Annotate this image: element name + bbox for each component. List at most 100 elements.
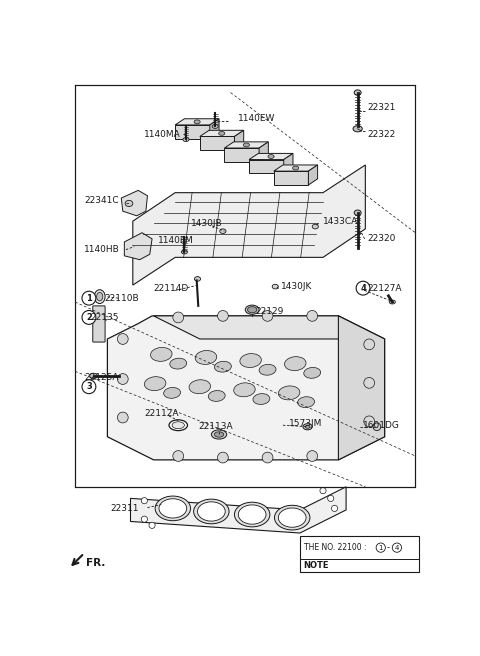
Polygon shape <box>175 125 210 139</box>
Polygon shape <box>121 190 147 216</box>
Ellipse shape <box>234 502 270 527</box>
Circle shape <box>320 487 326 494</box>
Ellipse shape <box>194 120 200 124</box>
Text: 22114D: 22114D <box>154 283 189 293</box>
Ellipse shape <box>197 502 225 521</box>
Text: 22135: 22135 <box>90 313 119 322</box>
Polygon shape <box>338 316 384 460</box>
Polygon shape <box>124 233 152 260</box>
Circle shape <box>364 377 374 388</box>
Text: -: - <box>387 543 390 552</box>
Circle shape <box>307 451 318 461</box>
Text: FR.: FR. <box>86 558 105 569</box>
Text: 1: 1 <box>379 544 383 550</box>
Ellipse shape <box>293 166 299 170</box>
Polygon shape <box>108 316 384 460</box>
Ellipse shape <box>259 364 276 375</box>
Text: 4: 4 <box>395 544 399 550</box>
Circle shape <box>149 522 155 528</box>
Ellipse shape <box>285 357 306 371</box>
Circle shape <box>307 310 318 321</box>
Ellipse shape <box>298 397 314 407</box>
Text: 22320: 22320 <box>368 234 396 243</box>
Ellipse shape <box>312 224 318 229</box>
Polygon shape <box>131 487 346 533</box>
Text: 22341C: 22341C <box>84 196 119 205</box>
Polygon shape <box>175 119 219 125</box>
Circle shape <box>82 310 96 324</box>
Ellipse shape <box>248 306 257 313</box>
Text: 22112A: 22112A <box>144 409 179 418</box>
Polygon shape <box>234 131 244 150</box>
Ellipse shape <box>278 508 306 527</box>
Circle shape <box>373 423 381 430</box>
Ellipse shape <box>272 284 278 289</box>
Ellipse shape <box>219 131 225 135</box>
Ellipse shape <box>234 383 255 397</box>
Text: 4: 4 <box>360 283 366 293</box>
Circle shape <box>82 291 96 305</box>
Ellipse shape <box>215 432 224 437</box>
Ellipse shape <box>172 422 184 428</box>
Circle shape <box>364 416 374 427</box>
Ellipse shape <box>305 425 310 428</box>
Ellipse shape <box>183 138 189 142</box>
Polygon shape <box>225 148 259 162</box>
Ellipse shape <box>169 420 188 430</box>
Ellipse shape <box>211 430 227 439</box>
Ellipse shape <box>238 505 266 524</box>
Polygon shape <box>274 171 308 185</box>
Text: NOTE: NOTE <box>304 561 329 570</box>
Text: 3: 3 <box>86 382 92 391</box>
Ellipse shape <box>189 380 211 394</box>
Ellipse shape <box>151 348 172 361</box>
Ellipse shape <box>96 293 103 301</box>
FancyBboxPatch shape <box>93 306 105 342</box>
Ellipse shape <box>389 300 396 304</box>
Ellipse shape <box>243 143 250 147</box>
Text: 22110B: 22110B <box>104 294 139 302</box>
Circle shape <box>356 281 370 295</box>
Ellipse shape <box>90 373 97 379</box>
Polygon shape <box>225 142 268 148</box>
Ellipse shape <box>275 505 310 530</box>
Circle shape <box>173 312 184 323</box>
Ellipse shape <box>245 305 259 314</box>
Ellipse shape <box>193 499 229 523</box>
Text: 1430JK: 1430JK <box>281 282 312 291</box>
Polygon shape <box>210 119 219 139</box>
Ellipse shape <box>215 361 231 372</box>
Circle shape <box>262 310 273 321</box>
Ellipse shape <box>94 290 105 304</box>
Ellipse shape <box>194 277 201 281</box>
Text: 2: 2 <box>86 313 92 322</box>
Text: 22113A: 22113A <box>198 422 233 431</box>
Circle shape <box>118 374 128 384</box>
Text: 1140MA: 1140MA <box>144 130 181 138</box>
Ellipse shape <box>240 354 262 367</box>
Ellipse shape <box>303 424 312 430</box>
Text: 1601DG: 1601DG <box>363 420 400 430</box>
Circle shape <box>262 452 273 463</box>
Ellipse shape <box>144 377 166 390</box>
Polygon shape <box>259 142 268 162</box>
Circle shape <box>141 498 147 504</box>
Circle shape <box>392 543 402 552</box>
Text: 22322: 22322 <box>368 130 396 138</box>
Circle shape <box>376 543 385 552</box>
Text: 1573JM: 1573JM <box>289 419 323 428</box>
Ellipse shape <box>253 394 270 405</box>
Circle shape <box>328 495 334 501</box>
Ellipse shape <box>159 499 187 518</box>
Text: 1140HB: 1140HB <box>84 245 120 254</box>
Ellipse shape <box>353 126 362 132</box>
Text: 22321: 22321 <box>368 104 396 112</box>
Ellipse shape <box>195 350 216 365</box>
Polygon shape <box>200 136 234 150</box>
Ellipse shape <box>212 125 218 129</box>
Circle shape <box>141 516 147 522</box>
Ellipse shape <box>268 155 274 158</box>
Circle shape <box>118 412 128 423</box>
Circle shape <box>173 451 184 461</box>
Text: 1140EW: 1140EW <box>238 114 276 123</box>
